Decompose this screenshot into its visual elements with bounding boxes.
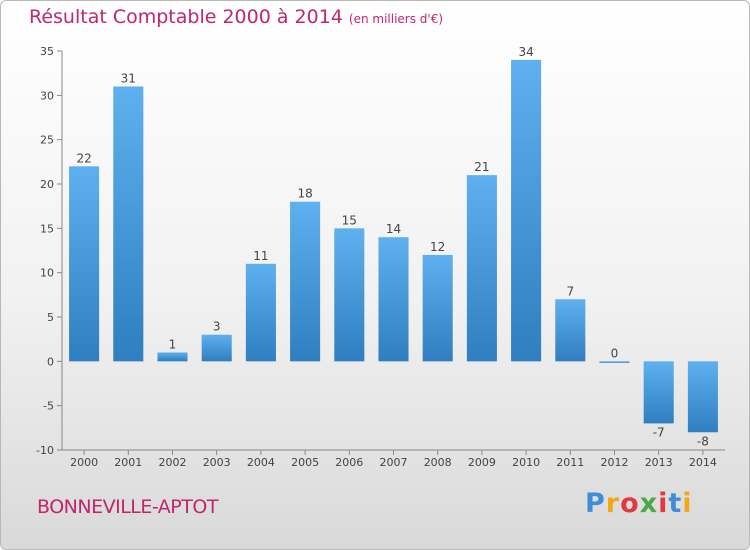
x-tick-label: 2000 xyxy=(70,456,98,469)
data-label-2003: 3 xyxy=(213,320,221,334)
x-tick-label: 2012 xyxy=(601,456,629,469)
bar-2014 xyxy=(687,361,718,433)
bar-2012 xyxy=(599,361,630,363)
y-tick-label: -5 xyxy=(43,400,54,413)
bar-2005 xyxy=(290,201,321,362)
x-tick-label: 2013 xyxy=(645,456,673,469)
y-tick-label: 20 xyxy=(40,178,54,191)
logo-letter: x xyxy=(639,488,659,519)
y-tick-label: 15 xyxy=(40,222,54,235)
data-label-2014: -8 xyxy=(697,434,709,448)
bar-2011 xyxy=(555,299,586,362)
x-tick-label: 2011 xyxy=(556,456,584,469)
logo-letter: i xyxy=(682,488,693,519)
bar-2004 xyxy=(245,263,276,362)
data-label-2004: 11 xyxy=(253,249,268,263)
x-tick-label: 2001 xyxy=(114,456,142,469)
data-label-2008: 12 xyxy=(430,240,445,254)
chart-title-text: Résultat Comptable 2000 à 2014 xyxy=(29,6,343,28)
logo-letter: i xyxy=(658,488,669,519)
data-label-2012: 0 xyxy=(611,346,619,360)
logo-letter: t xyxy=(668,488,683,519)
y-tick-label: 5 xyxy=(47,311,54,324)
data-label-2006: 15 xyxy=(342,213,357,227)
x-tick-label: 2006 xyxy=(335,456,363,469)
bar-2002 xyxy=(157,352,188,362)
data-label-2002: 1 xyxy=(169,337,177,351)
x-tick-label: 2003 xyxy=(203,456,231,469)
bar-2001 xyxy=(113,86,144,362)
x-tick-label: 2014 xyxy=(689,456,717,469)
bar-2003 xyxy=(201,334,232,362)
proxiti-logo[interactable]: Proxiti xyxy=(585,488,693,519)
y-tick-label: 35 xyxy=(40,45,54,58)
logo-letter: P xyxy=(585,488,606,519)
chart-title: Résultat Comptable 2000 à 2014 (en millie… xyxy=(29,6,443,28)
y-tick-label: 0 xyxy=(47,355,54,368)
bar-2006 xyxy=(334,228,365,362)
y-tick-label: 30 xyxy=(40,89,54,102)
data-label-2007: 14 xyxy=(386,222,401,236)
x-tick-label: 2009 xyxy=(468,456,496,469)
data-label-2000: 22 xyxy=(76,151,91,165)
chart-subtitle: (en milliers d'€) xyxy=(348,12,444,26)
data-label-2011: 7 xyxy=(566,284,574,298)
x-tick-label: 2005 xyxy=(291,456,319,469)
logo-letter: r xyxy=(605,488,621,519)
y-tick-label: 10 xyxy=(40,267,54,280)
data-label-2005: 18 xyxy=(297,187,312,201)
x-tick-label: 2007 xyxy=(380,456,408,469)
bar-2000 xyxy=(69,166,100,362)
bar-2010 xyxy=(511,59,542,362)
bar-2013 xyxy=(643,361,674,424)
logo-letter: o xyxy=(620,488,640,519)
data-label-2001: 31 xyxy=(121,71,136,85)
commune-name: BONNEVILLE-APTOT xyxy=(37,496,218,518)
data-label-2013: -7 xyxy=(653,425,665,439)
x-tick-label: 2008 xyxy=(424,456,452,469)
bar-2007 xyxy=(378,237,409,362)
bar-2008 xyxy=(422,254,453,362)
data-label-2009: 21 xyxy=(474,160,489,174)
y-tick-label: -10 xyxy=(36,444,54,457)
x-tick-label: 2010 xyxy=(512,456,540,469)
x-tick-label: 2004 xyxy=(247,456,275,469)
data-label-2010: 34 xyxy=(518,45,533,59)
x-tick-label: 2002 xyxy=(159,456,187,469)
y-tick-label: 25 xyxy=(40,134,54,147)
bar-2009 xyxy=(466,175,497,362)
